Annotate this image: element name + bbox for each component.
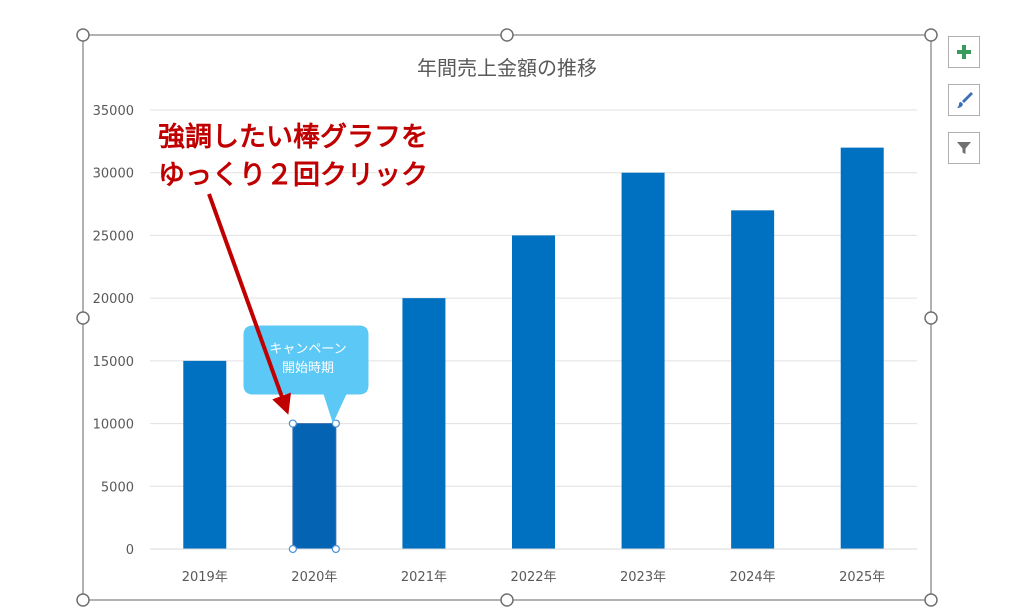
resize-handle-top-right[interactable]: [924, 28, 938, 42]
bar-2021年[interactable]: [402, 298, 446, 549]
x-tick-label: 2025年: [839, 570, 885, 585]
paintbrush-icon: [957, 92, 973, 108]
y-tick-label: 15000: [93, 355, 134, 370]
selection-handle[interactable]: [288, 419, 297, 428]
callout-bubble[interactable]: キャンペーン 開始時期: [243, 325, 369, 424]
y-tick-label: 30000: [93, 167, 134, 182]
chart-resize-handles[interactable]: [76, 28, 938, 607]
x-tick-label: 2023年: [620, 570, 666, 585]
plus-icon: [957, 45, 971, 59]
selection-handle[interactable]: [331, 419, 340, 428]
instruction-text-line1: 強調したい棒グラフを: [158, 121, 428, 153]
callout-text-line2: 開始時期: [282, 361, 334, 376]
x-tick-label: 2024年: [730, 570, 776, 585]
chart-styles-button[interactable]: [948, 84, 980, 116]
x-tick-label: 2020年: [291, 570, 337, 585]
resize-handle-bottom-center[interactable]: [500, 593, 514, 607]
resize-handle-middle-left[interactable]: [76, 311, 90, 325]
resize-handle-top-left[interactable]: [76, 28, 90, 42]
y-tick-label: 25000: [93, 229, 134, 244]
x-tick-label: 2019年: [182, 570, 228, 585]
x-tick-label: 2022年: [510, 570, 556, 585]
instruction-text-line2: ゆっくり２回クリック: [158, 160, 428, 191]
resize-handle-bottom-right[interactable]: [924, 593, 938, 607]
bars[interactable]: [183, 147, 884, 550]
selection-handle[interactable]: [288, 544, 297, 554]
y-tick-label: 20000: [93, 292, 134, 307]
y-tick-label: 0: [126, 543, 134, 558]
x-tick-label: 2021年: [401, 570, 447, 585]
y-axis-tick-labels: 0 5000 10000 15000 20000 25000 30000 35000: [93, 104, 134, 558]
callout-shape[interactable]: [243, 325, 369, 424]
bar-2024年[interactable]: [731, 210, 775, 550]
instruction-arrow: [207, 193, 291, 415]
resize-handle-middle-right[interactable]: [924, 311, 938, 325]
bar-2022年[interactable]: [512, 235, 555, 549]
selected-bar-handles[interactable]: [288, 419, 340, 554]
funnel-icon: [957, 142, 971, 154]
y-tick-label: 10000: [93, 418, 134, 433]
resize-handle-bottom-left[interactable]: [76, 593, 90, 607]
bar-2020年[interactable]: [292, 423, 337, 550]
bar-2019年[interactable]: [183, 360, 227, 549]
y-tick-label: 35000: [93, 104, 134, 119]
chart-elements-button[interactable]: [948, 36, 980, 68]
chart-filters-button[interactable]: [948, 132, 980, 164]
bar-2025年[interactable]: [840, 147, 884, 549]
x-axis-tick-labels: 2019年 2020年 2021年 2022年 2023年 2024年 2025年: [182, 570, 886, 585]
resize-handle-top-center[interactable]: [500, 28, 514, 42]
y-tick-label: 5000: [101, 480, 134, 495]
chart-title[interactable]: 年間売上金額の推移: [417, 56, 597, 80]
callout-text-line1: キャンペーン: [269, 342, 346, 357]
bar-2023年[interactable]: [621, 172, 665, 549]
selection-handle[interactable]: [331, 544, 340, 554]
